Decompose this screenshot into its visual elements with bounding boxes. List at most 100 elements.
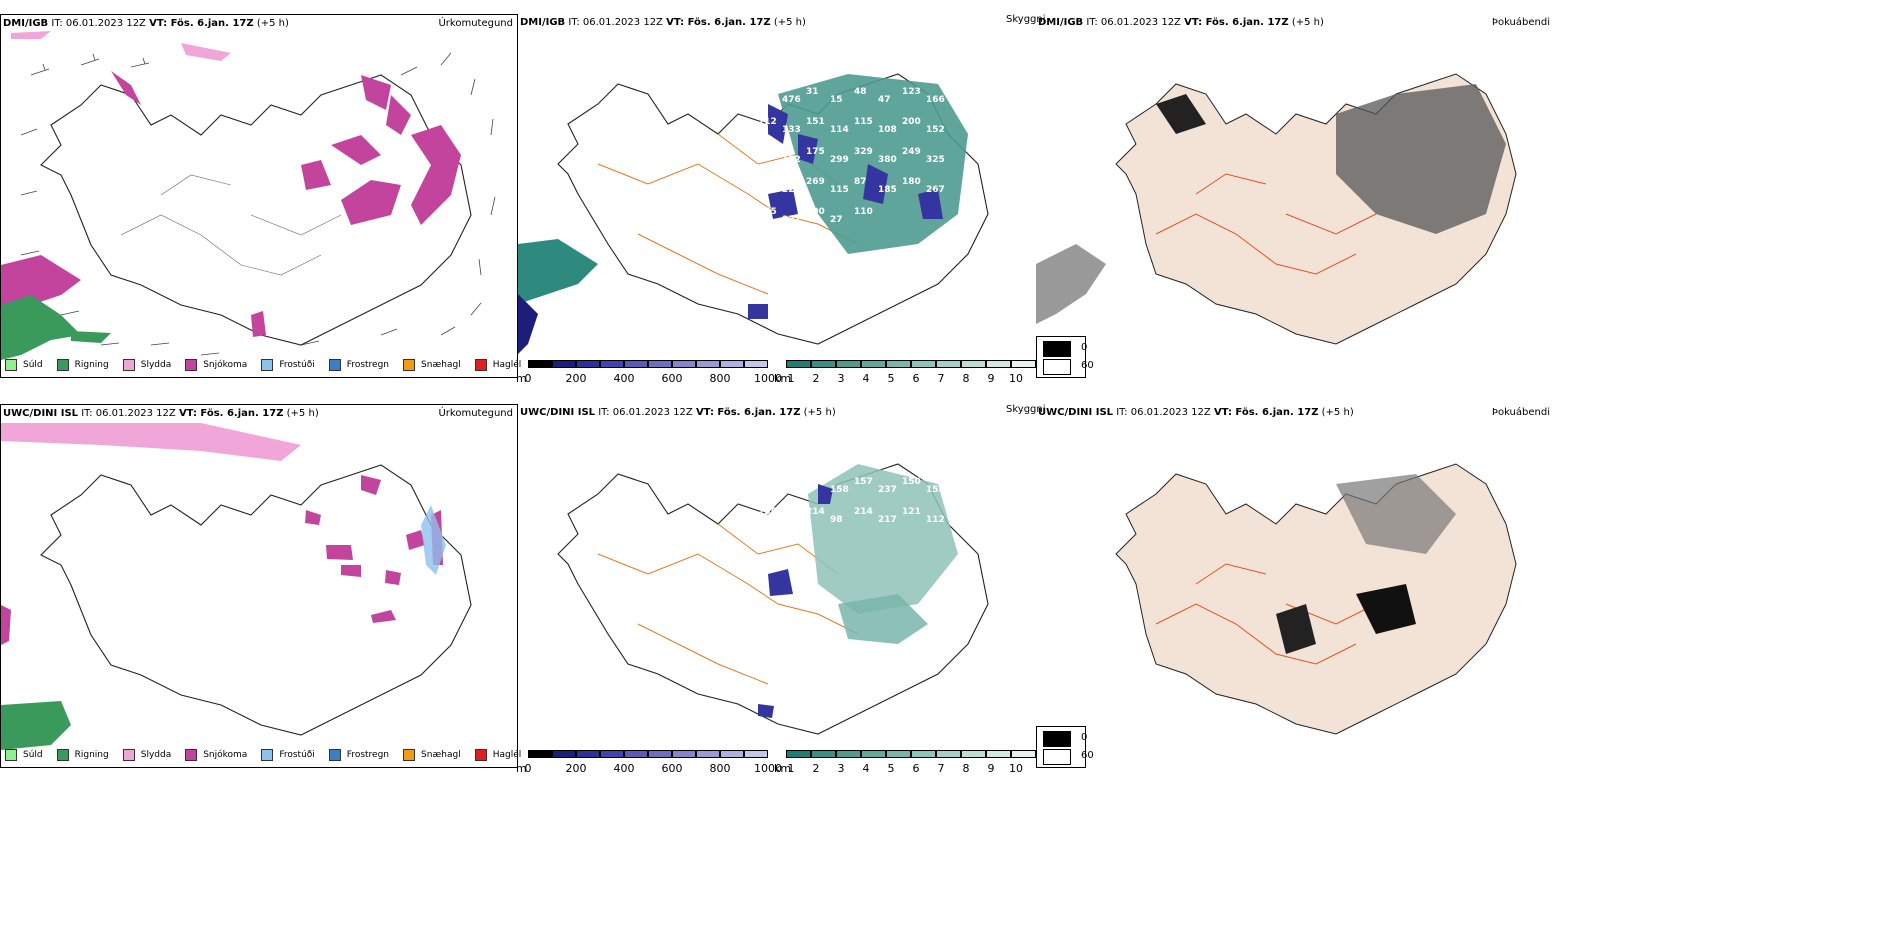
colorbar-segment: [836, 750, 861, 758]
colorbar-segment: [576, 360, 600, 368]
vis-value-label: 111: [782, 485, 801, 495]
colorbar-unit: km: [774, 372, 792, 385]
vis-panel-top: DMI/IGB IT: 06.01.2023 12Z VT: Fös. 6.ja…: [516, 14, 1046, 385]
vis-value-label: 158: [758, 147, 777, 157]
colorbar-tick: 8: [962, 372, 970, 385]
colorbar-segment: [744, 360, 768, 368]
colorbar-tick: 8: [962, 762, 970, 775]
vis-value-label: 114: [830, 125, 849, 135]
colorbar-tick: 1000: [754, 372, 782, 385]
model-name: DMI/IGB: [3, 18, 49, 29]
fog-legend-bottom: 0 60: [1036, 726, 1094, 768]
legend-swatch: [56, 749, 69, 761]
fog-map-bottom: [1115, 463, 1517, 735]
colorbar-segment: [911, 750, 936, 758]
vis-value-label: 180: [902, 177, 921, 187]
legend-label: Slydda: [140, 750, 172, 760]
vis-value-label: 485: [758, 87, 777, 97]
vis-value-label: 329: [854, 147, 873, 157]
roads: [120, 174, 342, 276]
vis-value-label: 157: [854, 477, 873, 487]
vis-value-label: 87: [854, 177, 867, 187]
lead-time: (+5 h): [803, 407, 836, 418]
lead-time: (+5 h): [286, 408, 319, 419]
it-value: 06.01.2023 12Z: [582, 17, 663, 28]
colorbar-tick: 6: [912, 372, 920, 385]
it-value: 06.01.2023 12Z: [65, 18, 146, 29]
vt-label: VT: Fös. 6.jan. 17Z: [1184, 17, 1289, 28]
model-name: UWC/DINI ISL: [3, 408, 79, 419]
legend-swatch: [56, 359, 69, 371]
legend-label: Snæhagl: [421, 360, 461, 370]
colorbar-tick: 0: [524, 372, 532, 385]
colorbar-tick: 600: [661, 372, 683, 385]
lead-time: (+5 h): [1291, 17, 1324, 28]
colorbar-segment: [886, 750, 911, 758]
fog-legend-label: 0: [1081, 342, 1088, 353]
colorbar-segment: [836, 360, 861, 368]
colorbar-segment: [1011, 360, 1036, 368]
colorbar-tick: 0: [524, 762, 532, 775]
colorbar-segment: [861, 360, 886, 368]
colorbar-tick: 1: [787, 372, 795, 385]
colorbar-segment: [720, 360, 744, 368]
fog-legend-swatch: [1043, 359, 1071, 375]
colorbar-tick: 400: [613, 762, 635, 775]
vis-value-label: 175: [806, 147, 825, 157]
legend-swatch: [474, 359, 487, 371]
fog-legend-swatch: [1043, 341, 1071, 357]
model-name: DMI/IGB: [520, 17, 566, 28]
precip-legend-top: Súld Rigning Slydda Snjókoma Frostúði Frostre…: [5, 359, 535, 371]
vis-value-label: 325: [926, 155, 945, 165]
legend-item-haglél: Haglél: [474, 359, 521, 371]
lead-time: (+5 h): [773, 17, 806, 28]
legend-item-rigning: Rigning: [56, 359, 109, 371]
precip-panel-bottom: UWC/DINI ISL IT: 06.01.2023 12Z VT: Fös.…: [0, 404, 521, 768]
fog-panel-bottom: UWC/DINI ISL IT: 06.01.2023 12Z VT: Fös.…: [1036, 404, 1556, 768]
legend-label: Snjókoma: [203, 360, 248, 370]
legend-item-slydda: Slydda: [122, 359, 172, 371]
precip-panel-top: DMI/IGB IT: 06.01.2023 12Z VT: Fös. 6.ja…: [0, 14, 521, 378]
colorbar-tick: 3: [837, 762, 845, 775]
legend-label: Snæhagl: [421, 750, 461, 760]
legend-item-frostúði: Frostúði: [261, 359, 315, 371]
vis-value-label: 155: [758, 507, 777, 517]
vis-value-label: 27: [830, 215, 843, 225]
colorbar-segment: [744, 750, 768, 758]
vis-value-label: 110: [854, 207, 873, 217]
vis-value-label: 150: [902, 477, 921, 487]
colorbar-segment: [672, 360, 696, 368]
rain-sw-2: [71, 331, 111, 343]
legend-item-snjókoma: Snjókoma: [185, 749, 247, 761]
fog-legend-swatch: [1043, 749, 1071, 765]
lead-time: (+5 h): [256, 18, 289, 29]
legend-label: Snjókoma: [203, 750, 248, 760]
colorbar-tick: 400: [613, 372, 635, 385]
vis-value-label: 172: [782, 155, 801, 165]
vis-value-label: 155: [926, 485, 945, 495]
colorbar-segment: [986, 360, 1011, 368]
precip-legend-bottom: Súld Rigning Slydda Snjókoma Frostúði Frostre…: [5, 749, 535, 761]
legend-label: Rigning: [74, 750, 109, 760]
colorbar-tick: 7: [937, 372, 945, 385]
legend-item-snæhagl: Snæhagl: [403, 749, 461, 761]
legend-label: Súld: [23, 360, 43, 370]
vis-value-label: 123: [902, 87, 921, 97]
vis-value-label: 133: [782, 125, 801, 135]
vis-value-label: 217: [878, 515, 897, 525]
vis-value-label: 166: [926, 95, 945, 105]
legend-swatch: [403, 749, 416, 761]
vis-value-label: 267: [926, 185, 945, 195]
vis-value-label: 231: [782, 215, 801, 225]
vis-value-label: 269: [806, 177, 825, 187]
legend-label: Slydda: [140, 360, 172, 370]
rain-sw: [1, 295, 81, 360]
colorbar-segment: [600, 750, 624, 758]
vt-label: VT: Fös. 6.jan. 17Z: [695, 407, 801, 418]
vis-value-label: 200: [806, 207, 825, 217]
panel-title-fog: Þokuábendi: [1491, 407, 1550, 418]
colorbar-segment: [886, 360, 911, 368]
colorbar-segment: [696, 750, 720, 758]
legend-item-súld: Súld: [5, 359, 43, 371]
colorbar-segment: [961, 750, 986, 758]
